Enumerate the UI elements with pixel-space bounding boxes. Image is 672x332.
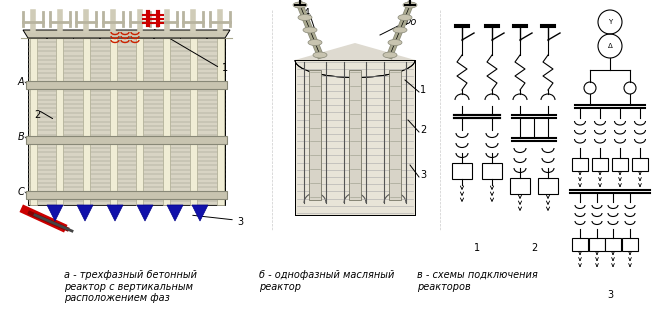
Ellipse shape xyxy=(383,52,397,58)
Text: 1: 1 xyxy=(222,63,228,73)
Polygon shape xyxy=(77,205,93,221)
Polygon shape xyxy=(28,38,225,205)
Bar xyxy=(572,158,588,171)
Polygon shape xyxy=(26,136,227,144)
Polygon shape xyxy=(167,205,183,221)
Text: 1: 1 xyxy=(474,243,480,253)
Bar xyxy=(538,178,558,194)
Polygon shape xyxy=(295,60,415,215)
Ellipse shape xyxy=(398,15,412,21)
Bar xyxy=(452,163,472,179)
Ellipse shape xyxy=(308,40,322,45)
Bar xyxy=(612,158,628,171)
Text: 3: 3 xyxy=(237,217,243,227)
Ellipse shape xyxy=(303,27,317,33)
Text: 3: 3 xyxy=(420,170,426,180)
Text: 2: 2 xyxy=(34,110,40,120)
Ellipse shape xyxy=(298,15,312,21)
Text: 4: 4 xyxy=(304,8,310,18)
Text: 2: 2 xyxy=(531,243,537,253)
Polygon shape xyxy=(349,70,361,200)
Ellipse shape xyxy=(293,2,307,8)
Ellipse shape xyxy=(403,2,417,8)
Text: A: A xyxy=(17,77,24,87)
Bar xyxy=(482,163,502,179)
Polygon shape xyxy=(163,38,170,205)
Polygon shape xyxy=(192,205,208,221)
Text: б - однофазный масляный
реактор: б - однофазный масляный реактор xyxy=(259,270,394,291)
Polygon shape xyxy=(83,38,90,205)
Polygon shape xyxy=(47,205,63,221)
Polygon shape xyxy=(23,30,230,38)
Text: 1: 1 xyxy=(420,85,426,95)
Polygon shape xyxy=(107,205,123,221)
Polygon shape xyxy=(295,43,415,60)
Bar xyxy=(510,178,530,194)
Bar xyxy=(605,238,621,251)
Text: 2: 2 xyxy=(420,125,426,135)
Polygon shape xyxy=(137,205,153,221)
Bar xyxy=(572,238,588,251)
Polygon shape xyxy=(190,38,197,205)
Polygon shape xyxy=(389,70,401,200)
Polygon shape xyxy=(136,38,143,205)
Ellipse shape xyxy=(313,52,327,58)
Text: 3: 3 xyxy=(607,290,613,300)
Ellipse shape xyxy=(388,40,402,45)
Text: Фо: Фо xyxy=(402,17,417,27)
Text: Y: Y xyxy=(608,19,612,25)
Polygon shape xyxy=(216,38,224,205)
Text: B: B xyxy=(17,132,24,142)
Text: а - трехфазный бетонный
реактор с вертикальным
расположением фаз: а - трехфазный бетонный реактор с вертик… xyxy=(64,270,197,303)
Polygon shape xyxy=(110,38,117,205)
Text: C: C xyxy=(17,187,24,197)
Text: в - схемы подключения
реакторов: в - схемы подключения реакторов xyxy=(417,270,538,291)
Polygon shape xyxy=(26,191,227,199)
Bar xyxy=(589,238,605,251)
Polygon shape xyxy=(56,38,63,205)
Text: Δ: Δ xyxy=(607,43,612,49)
Polygon shape xyxy=(26,81,227,89)
Bar xyxy=(622,238,638,251)
Polygon shape xyxy=(309,70,321,200)
Bar xyxy=(632,158,648,171)
Bar xyxy=(592,158,608,171)
Polygon shape xyxy=(30,38,36,205)
Ellipse shape xyxy=(393,27,407,33)
